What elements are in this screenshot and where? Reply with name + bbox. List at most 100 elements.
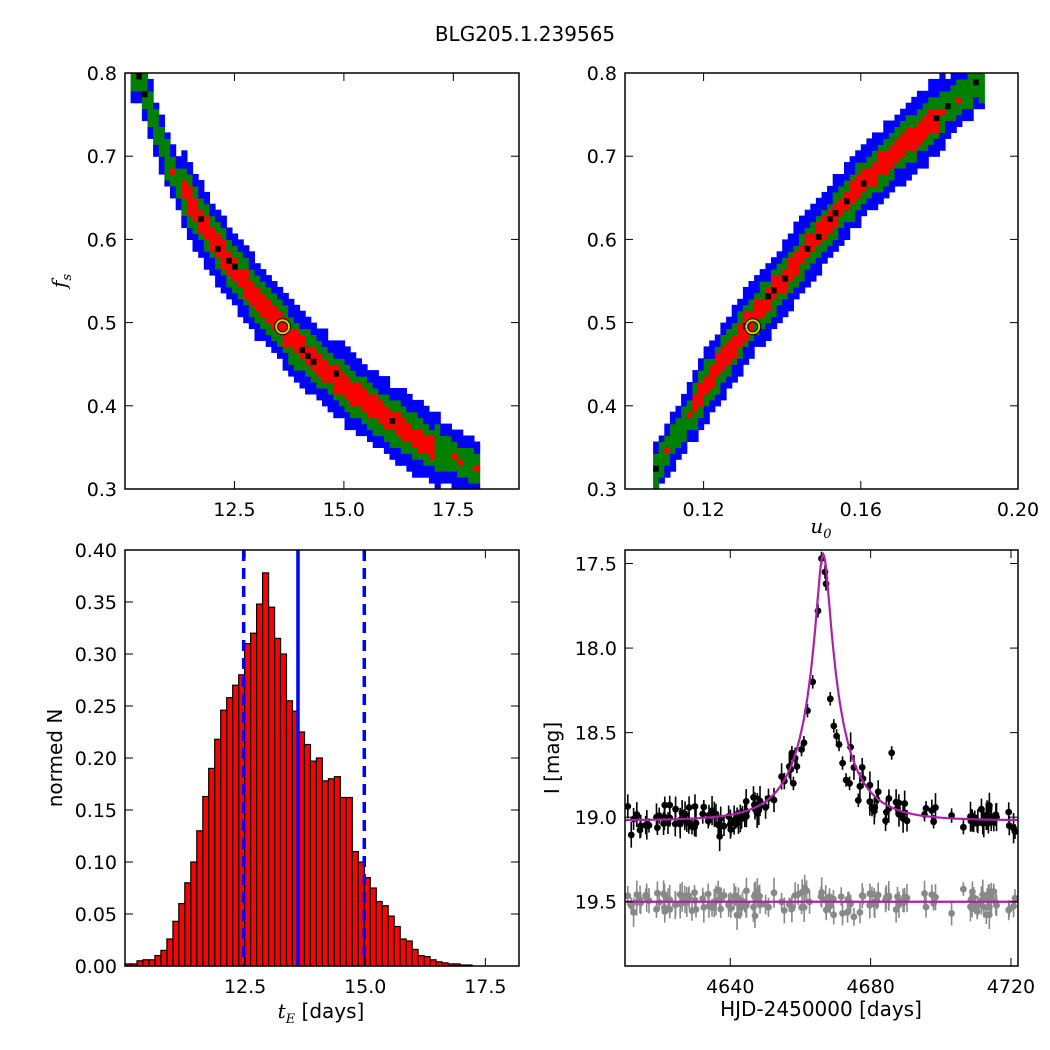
confidence-cell <box>726 334 733 341</box>
confidence-cell <box>905 132 912 139</box>
confidence-cell <box>400 447 407 454</box>
confidence-cell <box>372 417 379 425</box>
confidence-cell <box>383 441 391 448</box>
confidence-cell <box>787 298 794 306</box>
histogram-bar <box>393 925 401 967</box>
confidence-cell <box>203 215 210 223</box>
confidence-cell <box>395 435 402 442</box>
confidence-cell <box>692 399 699 407</box>
data-point <box>700 803 708 811</box>
confidence-cell <box>950 78 957 86</box>
confidence-cell <box>231 251 239 258</box>
confidence-cell <box>933 90 940 98</box>
data-point <box>871 804 879 811</box>
confidence-cell <box>344 370 351 377</box>
confidence-cell <box>260 322 267 330</box>
confidence-cell <box>316 340 323 347</box>
confidence-cell <box>226 251 233 258</box>
confidence-cell <box>681 399 688 407</box>
confidence-cell <box>395 399 402 407</box>
confidence-cell <box>737 298 744 306</box>
confidence-cell <box>457 447 464 454</box>
confidence-cell <box>810 251 817 258</box>
confidence-cell <box>243 251 250 258</box>
confidence-cell <box>428 411 436 419</box>
confidence-cell <box>412 411 419 419</box>
confidence-cell <box>198 197 205 205</box>
confidence-cell <box>810 239 817 246</box>
confidence-cell <box>888 156 896 163</box>
confidence-cell <box>838 227 845 234</box>
data-point <box>627 831 635 839</box>
confidence-cell <box>395 459 402 466</box>
confidence-cell <box>192 197 199 205</box>
confidence-cell <box>961 90 969 98</box>
y-tick-label: 0.15 <box>75 800 117 822</box>
confidence-cell <box>181 203 188 211</box>
data-point <box>736 903 744 911</box>
data-point <box>685 892 693 900</box>
y-tick-label: 0.6 <box>87 229 117 251</box>
confidence-cell <box>888 185 896 193</box>
confidence-cell <box>299 346 306 353</box>
confidence-cell <box>203 233 210 240</box>
confidence-cell <box>265 292 272 300</box>
confidence-cell <box>361 417 368 425</box>
panel-te-histogram: 12.5 15.0 17.50.000.050.100.150.200.250.30… <box>43 540 520 1027</box>
confidence-cell <box>462 465 469 472</box>
confidence-cell <box>192 245 199 252</box>
confidence-cell <box>709 340 716 347</box>
confidence-cell <box>664 429 671 437</box>
confidence-cell <box>170 185 177 193</box>
confidence-cell <box>400 459 407 466</box>
confidence-cell <box>776 269 783 276</box>
confidence-cell <box>248 257 255 264</box>
confidence-cell <box>305 316 312 324</box>
confidence-cell <box>714 382 721 389</box>
confidence-cell <box>186 180 194 187</box>
data-point <box>624 803 632 810</box>
confidence-cell <box>759 310 766 318</box>
confidence-cell <box>905 162 912 169</box>
confidence-cell <box>748 340 755 347</box>
confidence-cell <box>445 429 452 437</box>
confidence-cell <box>333 399 340 407</box>
x-tick-label: 0.12 <box>682 499 724 521</box>
confidence-cell <box>894 126 901 133</box>
confidence-cell <box>440 429 447 437</box>
confidence-cell <box>900 114 907 122</box>
confidence-cell <box>383 388 391 395</box>
confidence-cell <box>804 251 811 258</box>
confidence-cell <box>170 174 177 181</box>
confidence-cell <box>237 281 244 288</box>
confidence-cell <box>417 471 424 478</box>
confidence-cell <box>265 310 272 318</box>
confidence-cell <box>215 227 222 234</box>
confidence-cell <box>714 370 721 377</box>
confidence-cell <box>928 132 935 139</box>
confidence-cell <box>872 168 879 175</box>
confidence-cell <box>395 388 402 395</box>
confidence-cell <box>686 388 693 395</box>
confidence-cell <box>860 156 867 163</box>
confidence-cell <box>742 334 750 341</box>
confidence-cell <box>350 376 357 383</box>
confidence-cell <box>181 156 188 163</box>
confidence-cell <box>282 298 289 306</box>
confidence-cell <box>883 185 890 193</box>
confidence-cell <box>911 144 918 151</box>
confidence-cell <box>787 251 794 258</box>
confidence-cell <box>714 393 721 401</box>
confidence-cell <box>417 423 424 431</box>
histogram-bar <box>220 709 228 967</box>
confidence-cell <box>681 447 688 454</box>
confidence-cell <box>922 114 929 122</box>
confidence-cell <box>737 328 744 335</box>
confidence-cell <box>423 405 430 413</box>
confidence-cell <box>731 358 738 365</box>
confidence-cell <box>423 471 430 478</box>
confidence-cell <box>669 453 677 460</box>
confidence-cell <box>158 132 165 139</box>
confidence-cell <box>327 358 334 365</box>
confidence-cell <box>243 275 250 282</box>
